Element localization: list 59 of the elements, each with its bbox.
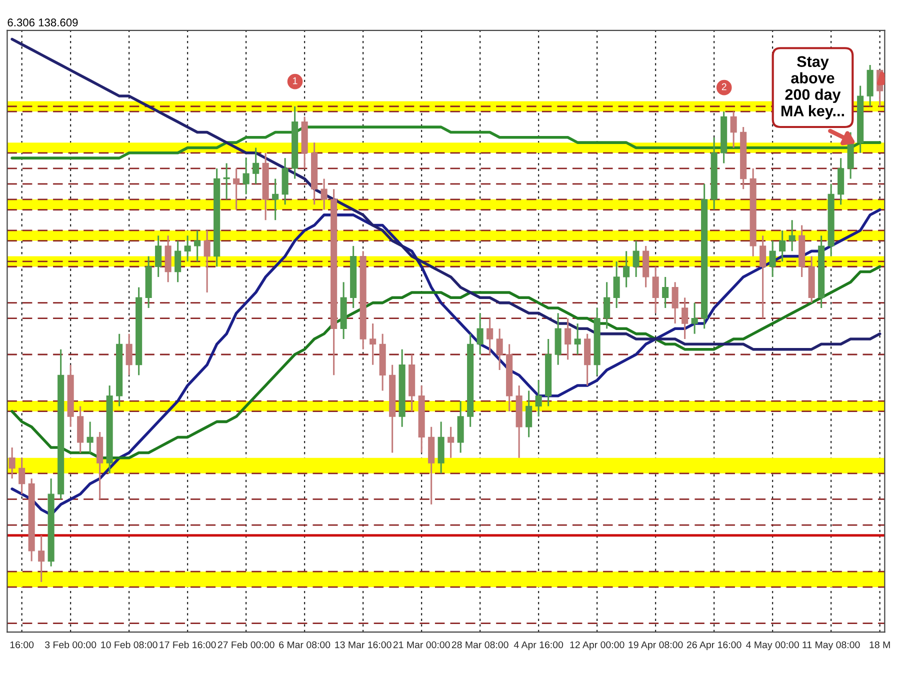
- candlestick: [672, 281, 678, 324]
- text: 6.306 138.609: [8, 18, 78, 26]
- x-tick-label: 18 M: [870, 641, 890, 648]
- candlestick: [194, 230, 201, 262]
- x-tick-label: 6 Mar 08:00: [279, 641, 330, 648]
- x-tick-label: 27 Feb 00:00: [218, 641, 274, 648]
- candlestick: [320, 178, 328, 211]
- candlestick: [476, 312, 484, 356]
- candlestick: [223, 162, 230, 200]
- annotation: Stay above 200 day MA key...: [782, 56, 844, 120]
- candlestick: [526, 390, 532, 438]
- candlestick: [86, 420, 94, 454]
- candlestick: [574, 322, 581, 356]
- x-tick-label: 26 Apr 16:00: [686, 641, 742, 650]
- candlestick: [486, 318, 494, 356]
- candlestick: [788, 219, 796, 252]
- x-tick-label: 11 May 08:00: [802, 641, 860, 650]
- x-tick-label: 13 Mar 16:00: [335, 641, 392, 648]
- candlestick: [691, 302, 698, 335]
- candlestick: [184, 234, 191, 262]
- candlestick: [18, 457, 26, 495]
- candlestick: [242, 157, 250, 196]
- annotation: 1: [293, 77, 298, 84]
- candlestick: [252, 146, 260, 185]
- x-tick-label: 10 Feb 08:00: [101, 641, 158, 648]
- candlestick: [604, 281, 610, 330]
- candlestick: [496, 328, 503, 371]
- candlestick: [682, 296, 688, 340]
- candlestick: [272, 178, 279, 221]
- x-tick-label: 12 Apr 00:00: [570, 641, 624, 650]
- candlestick: [662, 276, 669, 309]
- candlestick: [730, 110, 737, 148]
- x-tick-label: 4 May 00:00: [746, 641, 799, 650]
- candlestick: [779, 230, 786, 262]
- candlestick: [535, 380, 542, 418]
- x-tick-label: 4 Apr 16:00: [514, 641, 564, 650]
- x-tick-label: 3 Feb 00:00: [45, 641, 96, 648]
- candlestick: [448, 426, 454, 459]
- candlestick: [760, 234, 766, 320]
- candlestick: [233, 168, 240, 211]
- candlestick: [8, 446, 16, 480]
- candlestick: [38, 534, 45, 583]
- candlestick: [155, 234, 162, 278]
- candlestick: [623, 250, 630, 288]
- candlestick: [126, 333, 132, 376]
- x-tick-label: 28 Mar 08:00: [452, 641, 508, 648]
- x-tick-label: 21 Mar 00:00: [393, 641, 450, 648]
- candlestick: [769, 240, 776, 278]
- x-tick-label: 19 Apr 08:00: [628, 641, 683, 650]
- candlestick: [174, 240, 182, 283]
- x-tick-label: 16:00: [10, 641, 34, 648]
- annotation: 2: [722, 83, 726, 90]
- candlestick: [632, 240, 640, 278]
- candlestick: [204, 230, 210, 294]
- candlestick: [564, 318, 572, 360]
- candlestick: [652, 266, 659, 314]
- candlestick: [370, 322, 376, 366]
- candlestick: [613, 260, 620, 309]
- x-tick-label: 17 Feb 16:00: [160, 641, 216, 648]
